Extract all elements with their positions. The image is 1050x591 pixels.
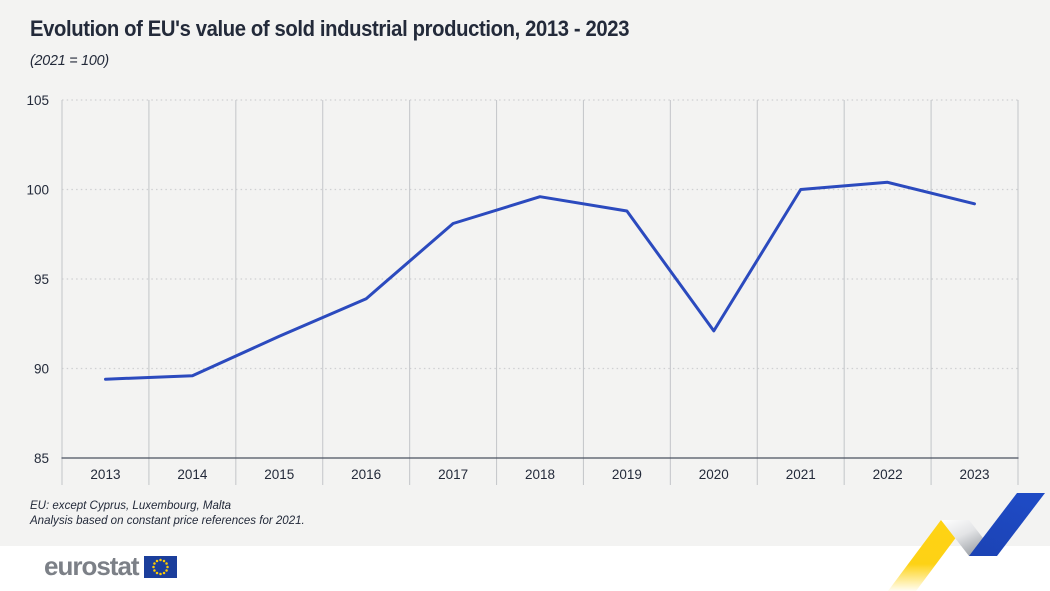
eurostat-logo: eurostat [44,553,177,579]
flag-star [162,559,165,563]
flag-star [155,571,158,575]
data-line [104,180,976,381]
flag-star [158,572,162,576]
trend-arrow-decoration [888,493,1045,591]
chart-title: Evolution of EU's value of sold industri… [30,16,630,41]
footnote-line-1: EU: except Cyprus, Luxembourg, Malta [30,498,232,512]
y-axis-label: 95 [34,272,49,287]
eurostat-logo-text: eurostat [44,551,140,581]
flag-star [164,569,168,572]
ribbon-blue-stripe [969,493,1045,556]
y-axis-label: 85 [34,451,49,466]
y-axis-label: 100 [26,183,49,198]
x-axis-label: 2014 [177,467,208,482]
x-axis-label: 2013 [90,467,120,482]
flag-star [162,571,165,575]
x-axis-label: 2023 [960,467,990,482]
ribbon-yellow-stripe [888,520,969,591]
x-axis-label: 2019 [612,467,642,482]
chart-background-band [0,0,1050,546]
x-axis-label: 2021 [786,467,816,482]
chart-subtitle: (2021 = 100) [30,52,109,69]
x-axis-label: 2018 [525,467,555,482]
x-axis-label: 2017 [438,467,468,482]
x-axis-label: 2015 [264,467,294,482]
flag-star [165,565,169,569]
flag-star [152,569,156,572]
flag-star [151,565,155,569]
flag-star [158,558,162,562]
flag-star [155,559,158,563]
flag-star [164,562,168,565]
chart-footnotes: EU: except Cyprus, Luxembourg, Malta Ana… [30,498,305,528]
x-axis-label: 2022 [873,467,903,482]
y-axis-label: 90 [34,362,49,377]
eu-flag-icon [143,556,177,578]
x-axis-label: 2016 [351,467,381,482]
x-axis-label: 2020 [699,467,729,482]
footnote-line-2: Analysis based on constant price referen… [30,513,305,527]
y-axis-label: 105 [26,93,49,108]
flag-star [152,562,156,565]
